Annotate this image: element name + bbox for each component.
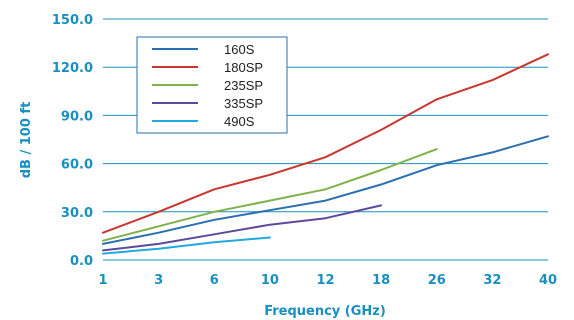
y-tick-label: 120.0	[52, 61, 93, 76]
legend-label: 235SP	[224, 78, 263, 93]
series-lines	[102, 53, 549, 255]
y-tick-label: 90.0	[61, 109, 93, 124]
y-tick-labels: 0.0 30.0 60.0 90.0 120.0 150.0	[52, 13, 93, 269]
x-tick-label: 3	[154, 273, 163, 288]
x-tick-label: 26	[428, 273, 446, 288]
y-tick-label: 0.0	[70, 254, 93, 269]
y-tick-label: 150.0	[52, 13, 93, 28]
x-tick-label: 6	[210, 273, 219, 288]
y-tick-label: 60.0	[61, 158, 93, 173]
series-line-490s	[102, 236, 271, 255]
x-tick-label: 32	[483, 273, 501, 288]
x-tick-label: 18	[372, 273, 390, 288]
x-tick-label: 12	[316, 273, 334, 288]
series-line-235sp	[102, 148, 438, 242]
series-line-180sp	[102, 53, 549, 234]
legend-label: 490S	[224, 114, 255, 129]
x-tick-labels: 1 3 6 10 12 18 26 32 40	[98, 273, 557, 288]
legend-label: 160S	[224, 42, 255, 57]
y-tick-label: 30.0	[61, 206, 93, 221]
y-axis-title: dB / 100 ft	[19, 102, 34, 179]
series-line-160s	[102, 135, 549, 245]
x-tick-label: 1	[98, 273, 107, 288]
x-axis-title: Frequency (GHz)	[264, 304, 386, 319]
x-tick-label: 10	[261, 273, 279, 288]
legend-label: 335SP	[224, 96, 263, 111]
legend-label: 180SP	[224, 60, 263, 75]
x-tick-label: 40	[539, 273, 557, 288]
legend: 160S 180SP 235SP 335SP 490S	[136, 36, 288, 134]
series-line-335sp	[102, 204, 383, 252]
